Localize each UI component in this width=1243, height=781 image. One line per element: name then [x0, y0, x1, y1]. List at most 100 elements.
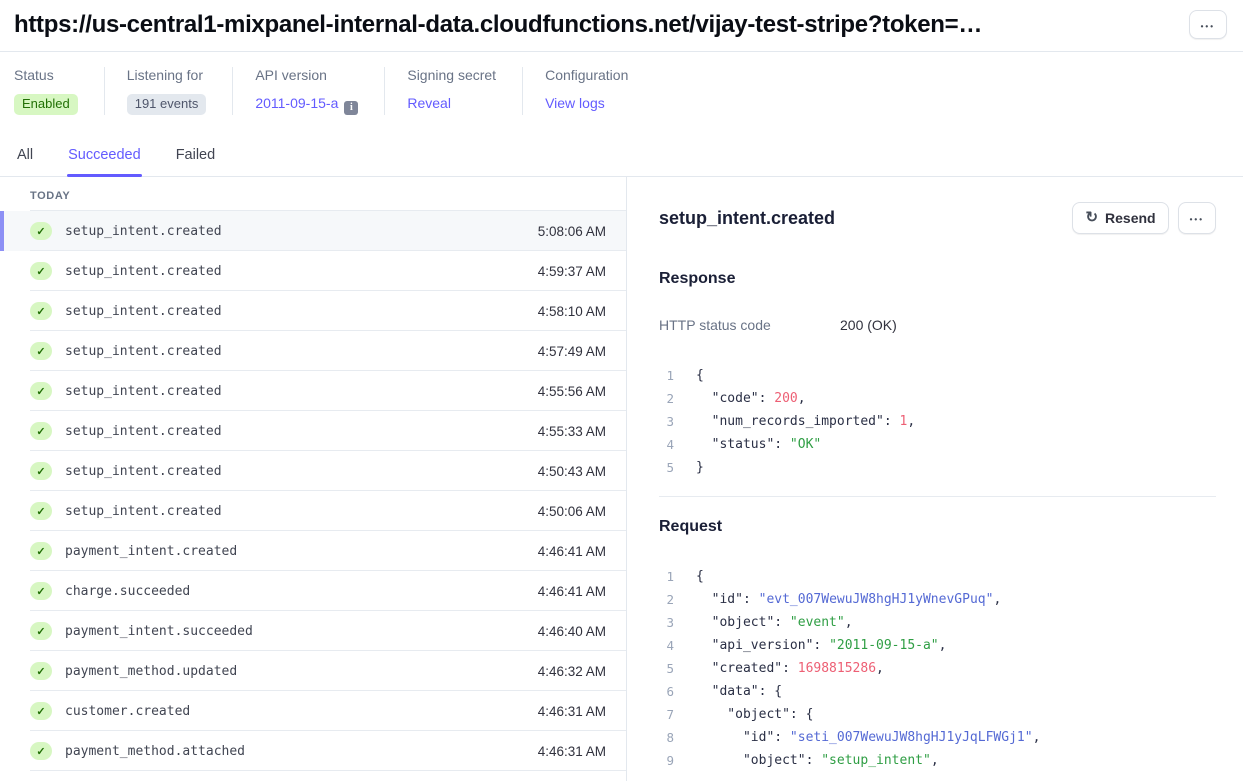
event-name: payment_intent.succeeded [65, 623, 253, 639]
line-number: 7 [666, 707, 674, 722]
line-number: 3 [666, 414, 674, 429]
event-name: setup_intent.created [65, 303, 222, 319]
tab-failed[interactable]: Failed [175, 141, 217, 176]
success-check-icon: ✓ [30, 502, 52, 520]
http-status-row: HTTP status code 200 (OK) [659, 317, 1216, 333]
event-name: setup_intent.created [65, 263, 222, 279]
header-overflow-button[interactable]: ••• [1188, 10, 1227, 40]
event-time: 4:46:40 AM [537, 623, 606, 639]
code-line: 4 "api_version": "2011-09-15-a", [659, 634, 1216, 657]
event-detail-title: setup_intent.created [659, 207, 836, 228]
code-line: 2 "id": "evt_007WewuJW8hgHJ1yWnevGPuq", [659, 588, 1216, 611]
meta-signing-secret-link[interactable]: Reveal [407, 95, 451, 111]
success-check-icon: ✓ [30, 582, 52, 600]
line-number: 1 [666, 368, 674, 383]
code-text: } [696, 460, 704, 475]
meta-listening-for-value: 191 events [126, 92, 207, 115]
response-section-heading: Response [659, 270, 736, 287]
event-list-row[interactable]: ✓ payment_intent.created 4:46:41 AM [0, 531, 626, 571]
success-check-icon: ✓ [30, 422, 52, 440]
meta-api-version-link[interactable]: 2011-09-15-a [255, 95, 339, 111]
event-name: setup_intent.created [65, 343, 222, 359]
event-name: setup_intent.created [65, 383, 222, 399]
title-bar: https://us-central1-mixpanel-internal-da… [0, 0, 1243, 52]
code-text: "created": 1698815286, [696, 661, 884, 676]
event-name: charge.succeeded [65, 583, 191, 599]
meta-signing-secret-label: Signing secret [407, 67, 497, 83]
event-name: setup_intent.created [65, 223, 222, 239]
success-check-icon: ✓ [30, 542, 52, 560]
info-icon[interactable]: i [344, 101, 359, 115]
section-divider [659, 496, 1216, 497]
meta-signing-secret-value: Reveal [407, 92, 496, 114]
tab-succeeded[interactable]: Succeeded [67, 141, 142, 177]
refresh-icon: ↻ [1085, 209, 1099, 226]
event-list-row[interactable]: ✓ setup_intent.created 4:58:10 AM [0, 291, 626, 331]
meta-api-version: API version 2011-09-15-a i [232, 67, 384, 115]
request-code-block: 1{2 "id": "evt_007WewuJW8hgHJ1yWnevGPuq"… [659, 565, 1216, 772]
event-list-row[interactable]: ✓ setup_intent.created 4:57:49 AM [0, 331, 626, 371]
code-text: "object": "event", [696, 615, 853, 630]
event-name: payment_method.attached [65, 743, 246, 759]
page-title: https://us-central1-mixpanel-internal-da… [14, 11, 983, 38]
code-line: 1{ [659, 364, 1216, 387]
meta-api-version-value: 2011-09-15-a i [255, 92, 359, 115]
code-text: "id": "evt_007WewuJW8hgHJ1yWnevGPuq", [696, 592, 1002, 607]
content-split: TODAY ✓ setup_intent.created 5:08:06 AM ✓ se… [0, 177, 1243, 781]
meta-listening-for-badge: 191 events [126, 94, 207, 115]
event-time: 4:46:31 AM [537, 703, 606, 719]
meta-listening-for-label: Listening for [126, 67, 203, 83]
detail-header: setup_intent.created ↻ Resend ••• [659, 202, 1216, 234]
success-check-icon: ✓ [30, 302, 52, 320]
event-time: 4:46:32 AM [537, 663, 606, 679]
code-text: "object": { [696, 707, 814, 722]
event-name: customer.created [65, 703, 191, 719]
event-list-row[interactable]: ✓ setup_intent.created 4:50:06 AM [0, 491, 626, 531]
event-time: 4:57:49 AM [537, 343, 606, 359]
event-time: 4:50:06 AM [537, 503, 606, 519]
meta-status-value: Enabled [14, 92, 78, 115]
result-filter-tabs: All Succeeded Failed [0, 141, 1243, 177]
event-time: 4:55:56 AM [537, 383, 606, 399]
line-number: 5 [666, 460, 674, 475]
meta-configuration-link[interactable]: View logs [545, 95, 605, 111]
code-text: "num_records_imported": 1, [696, 414, 916, 429]
event-list-pane: TODAY ✓ setup_intent.created 5:08:06 AM ✓ se… [0, 177, 627, 781]
success-check-icon: ✓ [30, 702, 52, 720]
event-time: 4:46:41 AM [537, 543, 606, 559]
event-list-row[interactable]: ✓ setup_intent.created 4:55:33 AM [0, 411, 626, 451]
line-number: 8 [666, 730, 674, 745]
event-list-row[interactable]: ✓ setup_intent.created 4:50:43 AM [0, 451, 626, 491]
success-check-icon: ✓ [30, 662, 52, 680]
line-number: 4 [666, 437, 674, 452]
code-line: 5} [659, 456, 1216, 479]
event-list-row[interactable]: ✓ setup_intent.created 4:55:56 AM [0, 371, 626, 411]
event-list-row[interactable]: ✓ setup_intent.created 5:08:06 AM [0, 211, 626, 251]
event-time: 5:08:06 AM [537, 223, 606, 239]
event-list-row[interactable]: ✓ charge.succeeded 4:46:41 AM [0, 571, 626, 611]
tab-all[interactable]: All [16, 141, 34, 176]
code-text: "status": "OK" [696, 437, 822, 452]
code-text: "code": 200, [696, 391, 806, 406]
event-group-header: TODAY [0, 177, 626, 211]
detail-overflow-button[interactable]: ••• [1177, 202, 1216, 234]
code-line: 8 "id": "seti_007WewuJW8hgHJ1yJqLFWGj1", [659, 726, 1216, 749]
success-check-icon: ✓ [30, 382, 52, 400]
event-list-row[interactable]: ✓ payment_method.attached 4:46:31 AM [0, 731, 626, 771]
meta-configuration-value: View logs [545, 92, 628, 114]
meta-api-version-label: API version [255, 67, 327, 83]
code-line: 3 "num_records_imported": 1, [659, 410, 1216, 433]
code-line: 4 "status": "OK" [659, 433, 1216, 456]
code-text: { [696, 368, 704, 383]
event-list-row[interactable]: ✓ payment_intent.succeeded 4:46:40 AM [0, 611, 626, 651]
code-line: 7 "object": { [659, 703, 1216, 726]
code-text: "object": "setup_intent", [696, 753, 939, 768]
event-time: 4:59:37 AM [537, 263, 606, 279]
code-line: 6 "data": { [659, 680, 1216, 703]
event-list-row[interactable]: ✓ setup_intent.created 4:59:37 AM [0, 251, 626, 291]
event-list-row[interactable]: ✓ customer.created 4:46:31 AM [0, 691, 626, 731]
event-list-row[interactable]: ✓ payment_method.updated 4:46:32 AM [0, 651, 626, 691]
meta-configuration: Configuration View logs [522, 67, 654, 115]
resend-button[interactable]: ↻ Resend [1072, 202, 1169, 234]
event-time: 4:46:41 AM [537, 583, 606, 599]
